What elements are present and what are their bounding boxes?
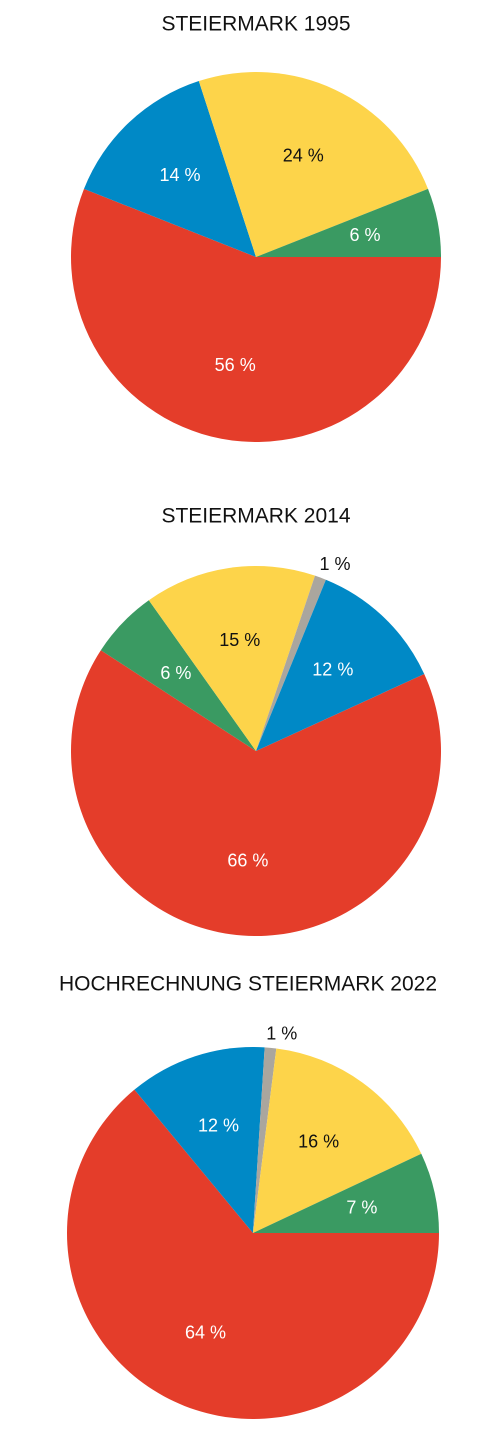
data-label: 7 % <box>346 1197 377 1217</box>
pie-slice <box>100 600 256 751</box>
pie-slice <box>256 575 326 751</box>
data-label: 16 % <box>298 1131 339 1151</box>
data-label: 1 % <box>266 1024 297 1044</box>
data-label: 66 % <box>227 850 268 870</box>
data-label: 56 % <box>215 355 256 375</box>
pie-slice <box>83 81 256 258</box>
chart-title: STEIERMARK 2014 <box>161 505 350 528</box>
data-label: 15 % <box>219 630 260 650</box>
pie-slice <box>198 72 429 257</box>
pie-slice <box>253 1047 277 1233</box>
pie-slice <box>256 579 425 751</box>
data-label: 14 % <box>159 165 200 185</box>
chart-title: HOCHRECHNUNG STEIERMARK 2022 <box>59 973 437 996</box>
pie-slice <box>71 650 442 936</box>
data-label: 1 % <box>319 554 350 574</box>
pie-slice <box>253 1153 439 1233</box>
pie-slice <box>256 188 441 257</box>
data-label: 64 % <box>185 1323 226 1343</box>
pie-slice <box>134 1047 265 1233</box>
data-label: 6 % <box>350 225 381 245</box>
data-label: 12 % <box>198 1116 239 1136</box>
data-label: 6 % <box>160 663 191 683</box>
chart-title: STEIERMARK 1995 <box>161 13 350 36</box>
pie-slice <box>253 1048 422 1233</box>
pie-slice <box>70 188 441 442</box>
pie-slice <box>66 1089 439 1420</box>
pie-slice <box>148 566 316 751</box>
data-label: 24 % <box>283 145 324 165</box>
data-label: 12 % <box>312 660 353 680</box>
